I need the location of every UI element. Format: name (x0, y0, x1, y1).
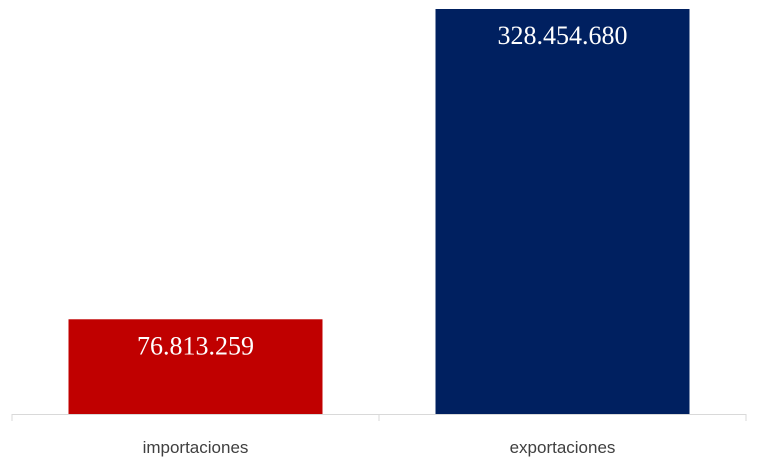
category-label-importaciones: importaciones (143, 438, 249, 457)
bar-value-label-importaciones: 76.813.259 (137, 331, 254, 360)
x-axis (11, 414, 747, 421)
bar-exportaciones (435, 9, 690, 414)
bars-layer (68, 9, 690, 414)
bar-value-label-exportaciones: 328.454.680 (498, 21, 628, 50)
category-label-exportaciones: exportaciones (510, 438, 616, 457)
labels-layer: 76.813.259 importaciones 328.454.680 export… (137, 21, 628, 457)
bar-importaciones (68, 319, 323, 414)
